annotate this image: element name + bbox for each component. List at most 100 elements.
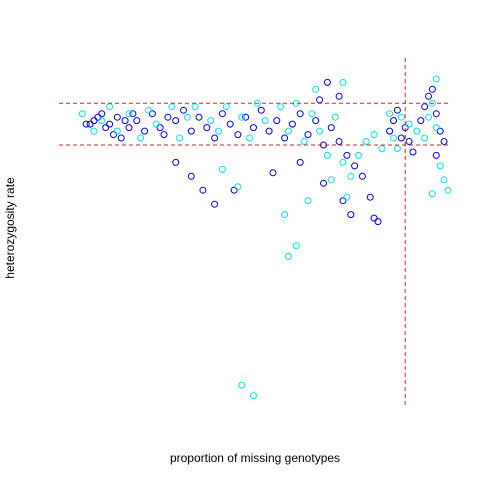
data-point (351, 162, 359, 170)
data-point (78, 110, 86, 118)
data-point (440, 176, 448, 184)
y-axis-label: heterozygosity rate (3, 177, 17, 279)
data-point (378, 145, 386, 152)
data-point (125, 110, 133, 118)
data-point (343, 151, 351, 159)
data-point (397, 134, 405, 142)
data-point (421, 134, 429, 142)
data-point (281, 134, 289, 142)
data-point (106, 103, 114, 111)
data-point (308, 110, 316, 118)
data-point (187, 172, 195, 180)
data-point (148, 110, 156, 118)
data-point (285, 127, 292, 135)
data-point (246, 134, 254, 142)
data-point (405, 138, 413, 145)
data-point (366, 193, 374, 201)
data-point (425, 92, 432, 100)
data-point (405, 120, 413, 128)
data-point (226, 120, 234, 128)
data-point (355, 151, 362, 159)
data-point (339, 78, 347, 86)
data-point (339, 158, 347, 166)
data-point (312, 117, 320, 125)
data-point (421, 103, 429, 111)
data-point (230, 186, 238, 194)
data-point (222, 103, 230, 111)
data-point (312, 85, 320, 93)
data-point (98, 117, 106, 125)
data-point (164, 113, 172, 121)
data-point (390, 117, 397, 125)
data-point (238, 113, 246, 121)
data-point (90, 127, 98, 135)
data-point (90, 117, 98, 125)
data-point (296, 158, 304, 166)
data-point (195, 113, 203, 121)
data-point (168, 103, 176, 111)
data-point (152, 120, 160, 128)
data-point (347, 211, 355, 219)
data-point (113, 127, 121, 135)
data-point (121, 117, 129, 125)
data-point (261, 117, 269, 125)
data-point (397, 113, 405, 121)
data-point (137, 134, 145, 142)
data-point (215, 127, 222, 135)
data-point (129, 110, 137, 118)
data-point (390, 134, 397, 142)
data-point (393, 106, 401, 114)
data-point (102, 124, 110, 132)
data-point (199, 186, 207, 194)
points-layer (78, 75, 452, 400)
data-point (393, 145, 401, 152)
data-point (176, 134, 184, 142)
data-point (98, 110, 106, 118)
data-point (316, 96, 324, 104)
data-point (300, 138, 308, 145)
data-point (425, 113, 432, 121)
data-point (86, 120, 94, 128)
data-point (304, 197, 312, 205)
data-point (285, 252, 292, 260)
data-point (362, 138, 370, 145)
data-point (413, 127, 421, 135)
data-point (288, 120, 296, 128)
data-point (257, 106, 265, 114)
data-point (386, 110, 394, 118)
data-point (265, 127, 273, 135)
data-point (327, 124, 335, 132)
data-point (180, 106, 187, 114)
data-point (218, 110, 226, 118)
data-point (296, 110, 304, 118)
data-point (327, 176, 335, 184)
data-point (428, 99, 436, 107)
data-point (187, 127, 195, 135)
data-point (250, 124, 257, 132)
x-axis-label: proportion of missing genotypes (170, 451, 340, 465)
data-point (207, 117, 215, 125)
data-point (428, 85, 436, 93)
data-point (218, 165, 226, 173)
data-point (277, 103, 285, 111)
data-point (343, 193, 351, 201)
data-point (432, 124, 440, 132)
data-point (183, 113, 191, 121)
data-point (436, 127, 444, 135)
data-point (211, 134, 219, 142)
data-point (358, 172, 366, 180)
data-point (82, 120, 90, 128)
data-point (444, 186, 452, 194)
data-point (335, 138, 343, 145)
data-point (386, 127, 394, 135)
data-point (234, 183, 242, 191)
data-point (191, 103, 199, 111)
threshold-lines (59, 58, 448, 406)
data-point (269, 169, 277, 177)
data-point (141, 127, 149, 135)
data-point (323, 78, 331, 86)
data-point (160, 131, 168, 139)
data-point (370, 131, 378, 139)
data-point (145, 106, 152, 114)
